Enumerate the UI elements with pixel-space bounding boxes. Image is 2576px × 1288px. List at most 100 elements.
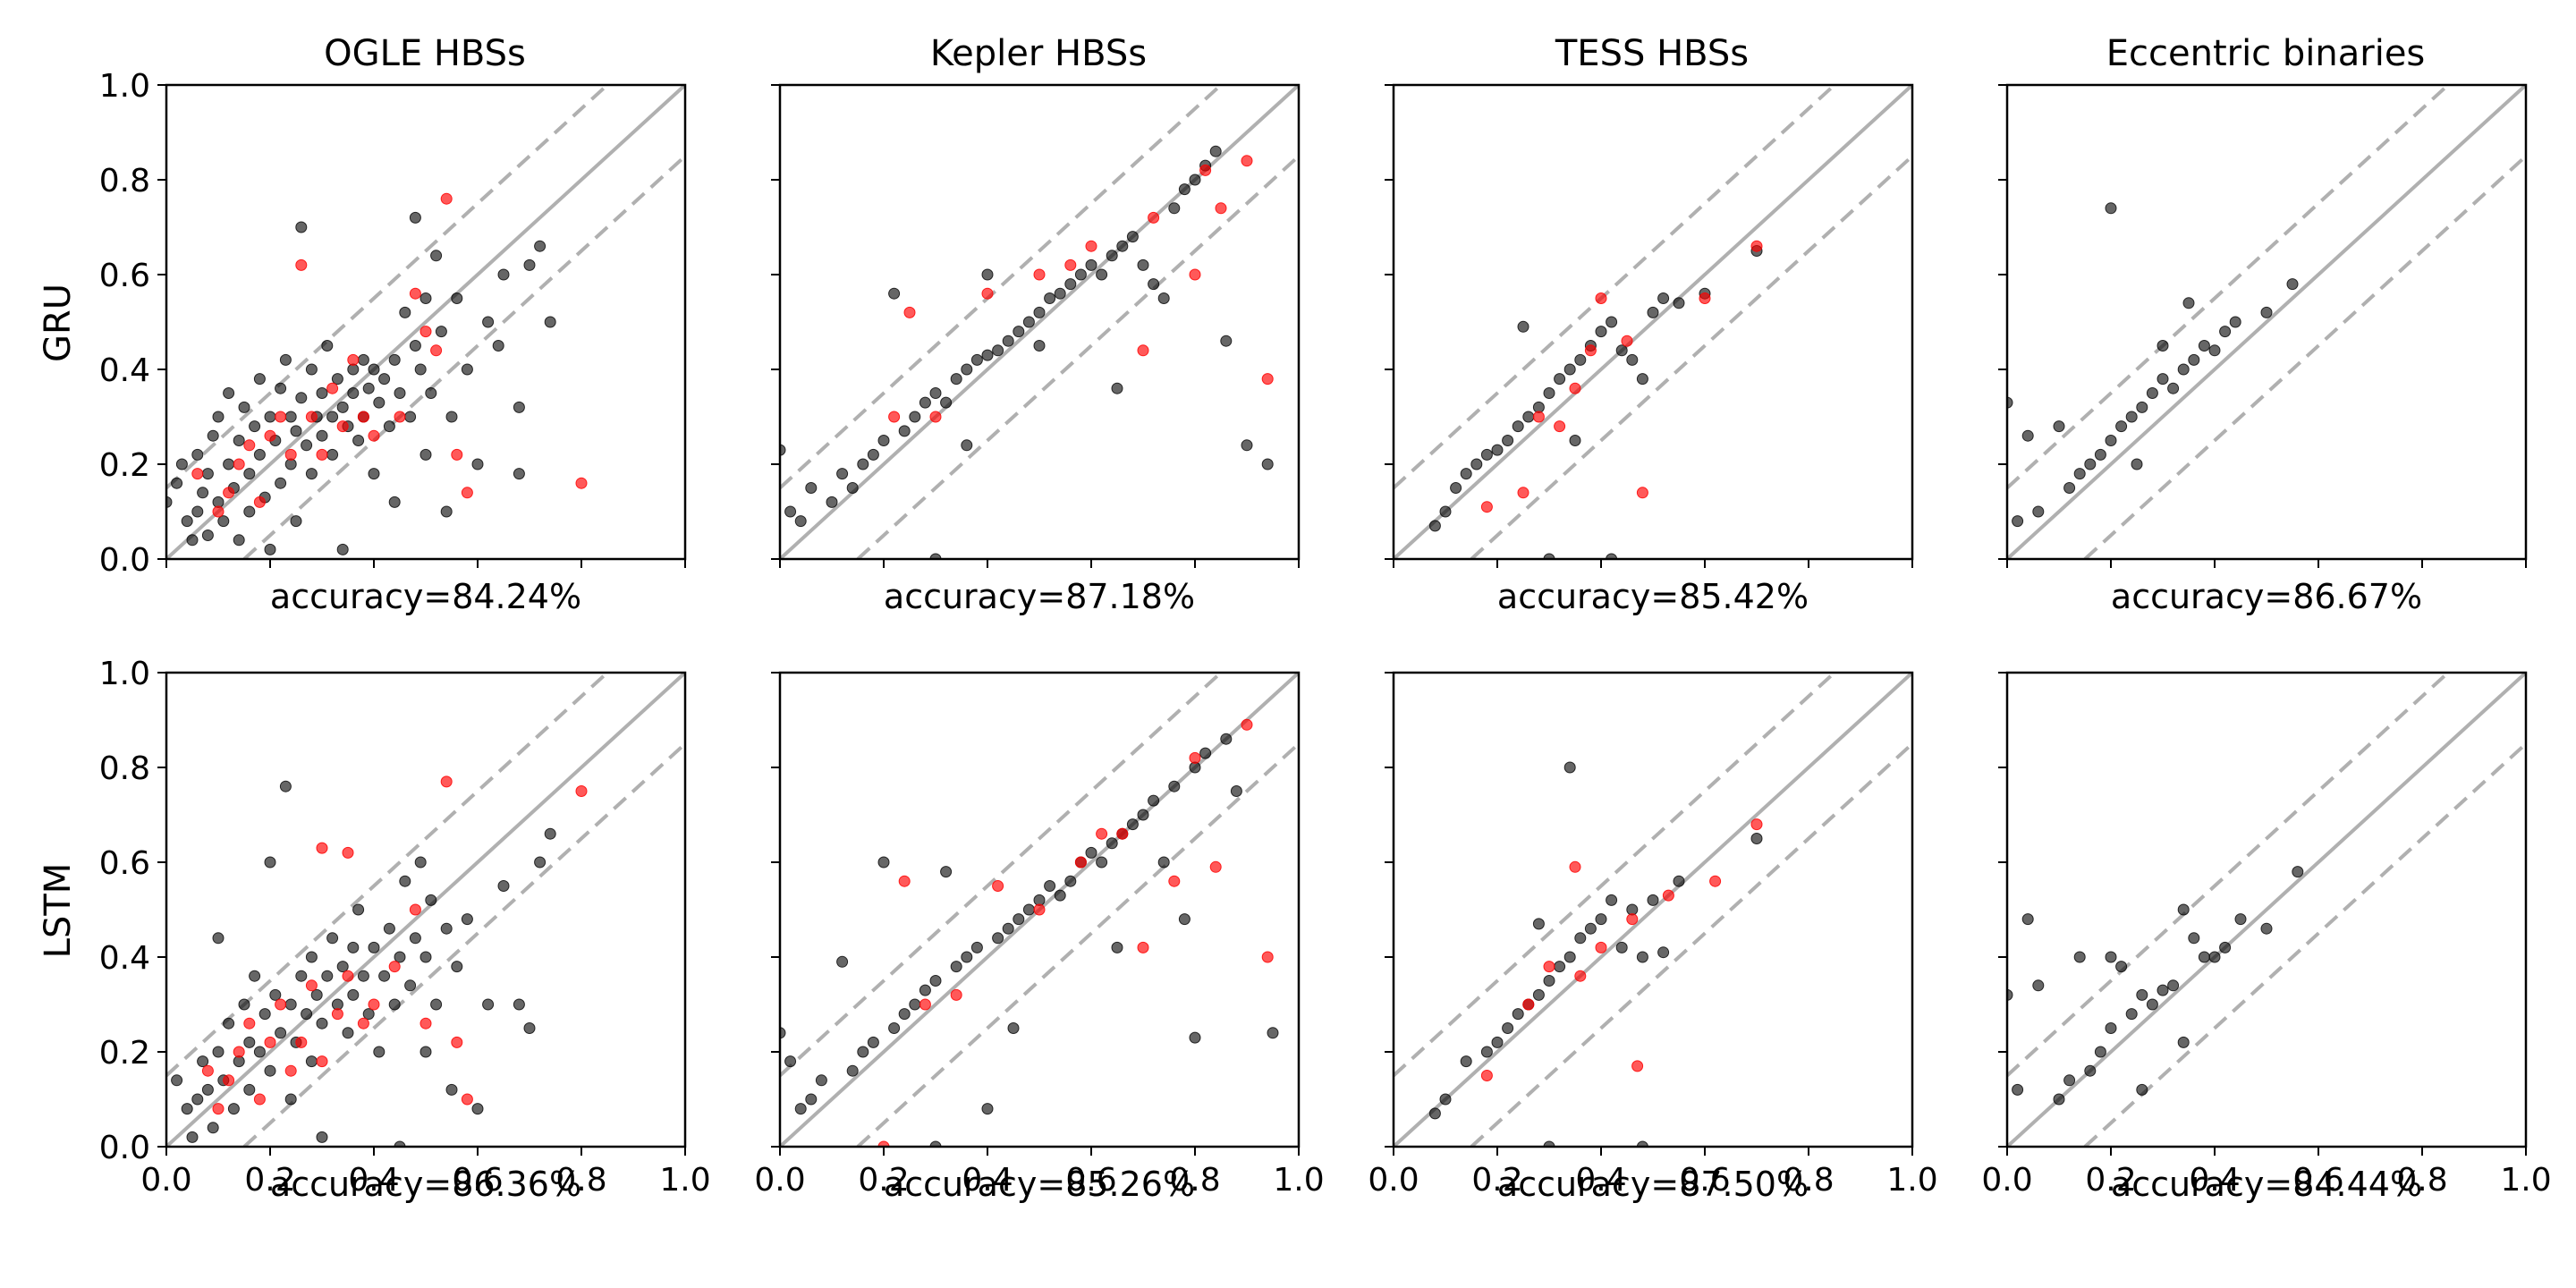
panel-gru-kepler: accuracy=87.18%	[771, 83, 1301, 616]
accuracy-label: accuracy=86.67%	[2111, 577, 2422, 616]
point-correct	[1606, 553, 1618, 559]
point-correct	[461, 913, 473, 926]
point-correct	[846, 482, 859, 494]
point-correct	[2157, 340, 2169, 352]
point-wrong	[1189, 268, 1201, 281]
axes-frame	[778, 671, 1301, 1148]
point-correct	[1137, 258, 1149, 271]
point-correct	[2208, 951, 2221, 963]
point-correct	[1439, 1093, 1452, 1106]
point-correct	[471, 1103, 484, 1115]
point-correct	[523, 1022, 536, 1034]
point-wrong	[1532, 411, 1545, 423]
point-correct	[197, 487, 209, 499]
point-correct	[461, 363, 473, 376]
point-correct	[1137, 809, 1149, 821]
point-correct	[1428, 520, 1441, 532]
point-correct	[414, 363, 427, 376]
point-correct	[1439, 505, 1452, 518]
point-wrong	[233, 1046, 245, 1058]
point-correct	[336, 543, 349, 555]
point-correct	[316, 387, 328, 399]
accuracy-label: accuracy=86.36%	[270, 1165, 581, 1204]
y-tick-label: 0.8	[99, 750, 150, 787]
x-tick-label: 0.6	[1065, 1162, 1116, 1199]
scatter-points	[1428, 761, 1763, 1147]
axes-frame	[2005, 671, 2528, 1148]
point-correct	[1574, 932, 1587, 945]
point-wrong	[233, 458, 245, 470]
x-tick-label: 0.0	[1368, 1162, 1419, 1199]
point-correct	[1543, 553, 1555, 559]
point-wrong	[888, 411, 901, 423]
x-tick-label: 0.8	[555, 1162, 606, 1199]
accuracy-label: accuracy=84.44%	[2111, 1165, 2422, 1204]
point-correct	[2198, 951, 2210, 963]
point-correct	[815, 1074, 827, 1087]
point-correct	[1168, 780, 1181, 792]
point-correct	[1491, 444, 1504, 456]
point-correct	[888, 1022, 901, 1034]
point-correct	[2136, 988, 2148, 1001]
panel-lstm-kepler: 0.0 0.2 0.4 0.6 0.8 1.0 accuracy=85.26%	[754, 671, 1325, 1204]
point-wrong	[1137, 344, 1149, 357]
point-correct	[1502, 1022, 1514, 1034]
point-correct	[2115, 420, 2128, 433]
point-wrong	[357, 1017, 369, 1030]
col-title-tess: TESS HBSs	[1555, 33, 1749, 74]
point-correct	[1750, 833, 1763, 844]
point-correct	[1261, 458, 1274, 470]
point-correct	[1230, 785, 1242, 797]
point-correct	[1106, 250, 1118, 262]
point-wrong	[1137, 941, 1149, 953]
scatter-points	[2007, 866, 2304, 1106]
point-correct	[898, 425, 911, 437]
point-correct	[383, 420, 395, 433]
identity-line	[1394, 673, 1912, 1147]
point-correct	[867, 448, 879, 461]
point-correct	[2032, 979, 2045, 992]
point-wrong	[1480, 501, 1493, 513]
accuracy-label: accuracy=85.26%	[884, 1165, 1195, 1204]
point-wrong	[305, 411, 318, 423]
identity-line	[780, 85, 1299, 559]
point-correct	[1517, 320, 1530, 333]
x-tick-label: 0.8	[1783, 1162, 1834, 1199]
point-correct	[305, 363, 318, 376]
point-correct	[201, 468, 214, 480]
reference-lines	[1394, 85, 1912, 559]
x-tick-label: 1.0	[1273, 1162, 1324, 1199]
point-correct	[326, 448, 339, 461]
point-correct	[1241, 439, 1253, 452]
point-correct	[2084, 458, 2097, 470]
point-wrong	[347, 353, 360, 366]
point-correct	[471, 458, 484, 470]
point-correct	[1148, 278, 1160, 291]
identity-line	[2007, 85, 2526, 559]
point-wrong	[284, 448, 297, 461]
point-correct	[258, 1008, 271, 1021]
point-correct	[223, 458, 235, 470]
x-tick-label: 0.4	[2189, 1162, 2240, 1199]
point-correct	[316, 429, 328, 442]
x-tick-label: 0.0	[754, 1162, 805, 1199]
point-correct	[919, 396, 931, 409]
accuracy-label: accuracy=85.42%	[1497, 577, 1809, 616]
point-wrong	[898, 875, 911, 887]
axes-frame	[165, 83, 687, 561]
point-correct	[207, 1122, 219, 1134]
point-correct	[269, 988, 282, 1001]
point-correct	[2146, 387, 2158, 399]
point-correct	[1636, 373, 1648, 386]
point-wrong	[316, 1055, 328, 1068]
point-correct	[1543, 975, 1555, 987]
point-correct	[1033, 306, 1046, 318]
point-correct	[1044, 292, 1056, 304]
point-correct	[1460, 1055, 1472, 1068]
point-correct	[207, 429, 219, 442]
point-wrong	[1168, 875, 1181, 887]
point-wrong	[877, 1140, 890, 1147]
point-wrong	[223, 1074, 235, 1087]
point-wrong	[394, 411, 406, 423]
point-correct	[780, 1027, 786, 1039]
